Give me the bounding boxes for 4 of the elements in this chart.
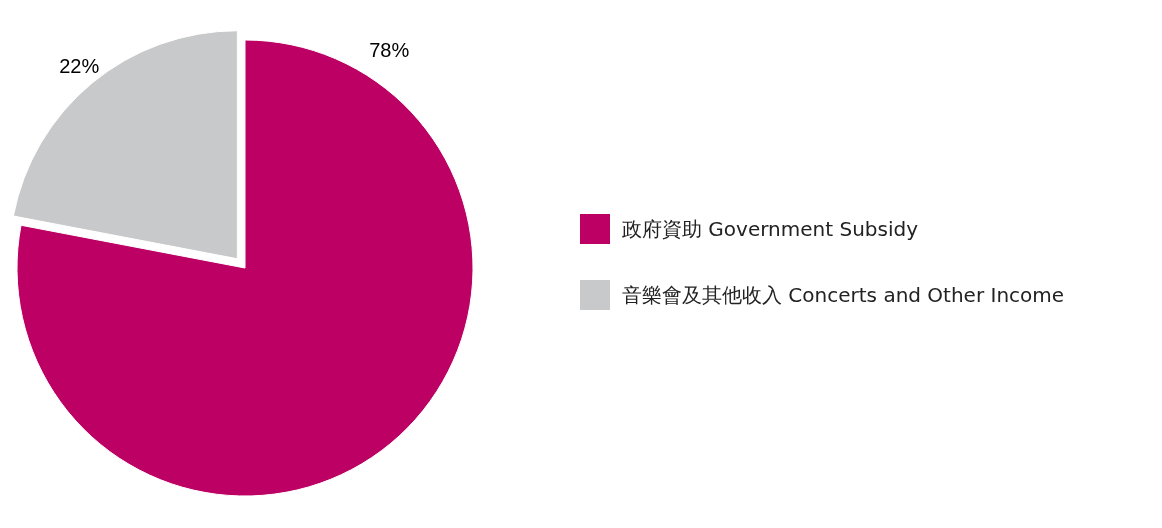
data-label: 22% — [59, 54, 100, 77]
legend-label: 政府資助 Government Subsidy — [622, 216, 919, 241]
legend-label: 音樂會及其他收入 Concerts and Other Income — [622, 282, 1065, 307]
data-label: 78% — [369, 38, 410, 61]
